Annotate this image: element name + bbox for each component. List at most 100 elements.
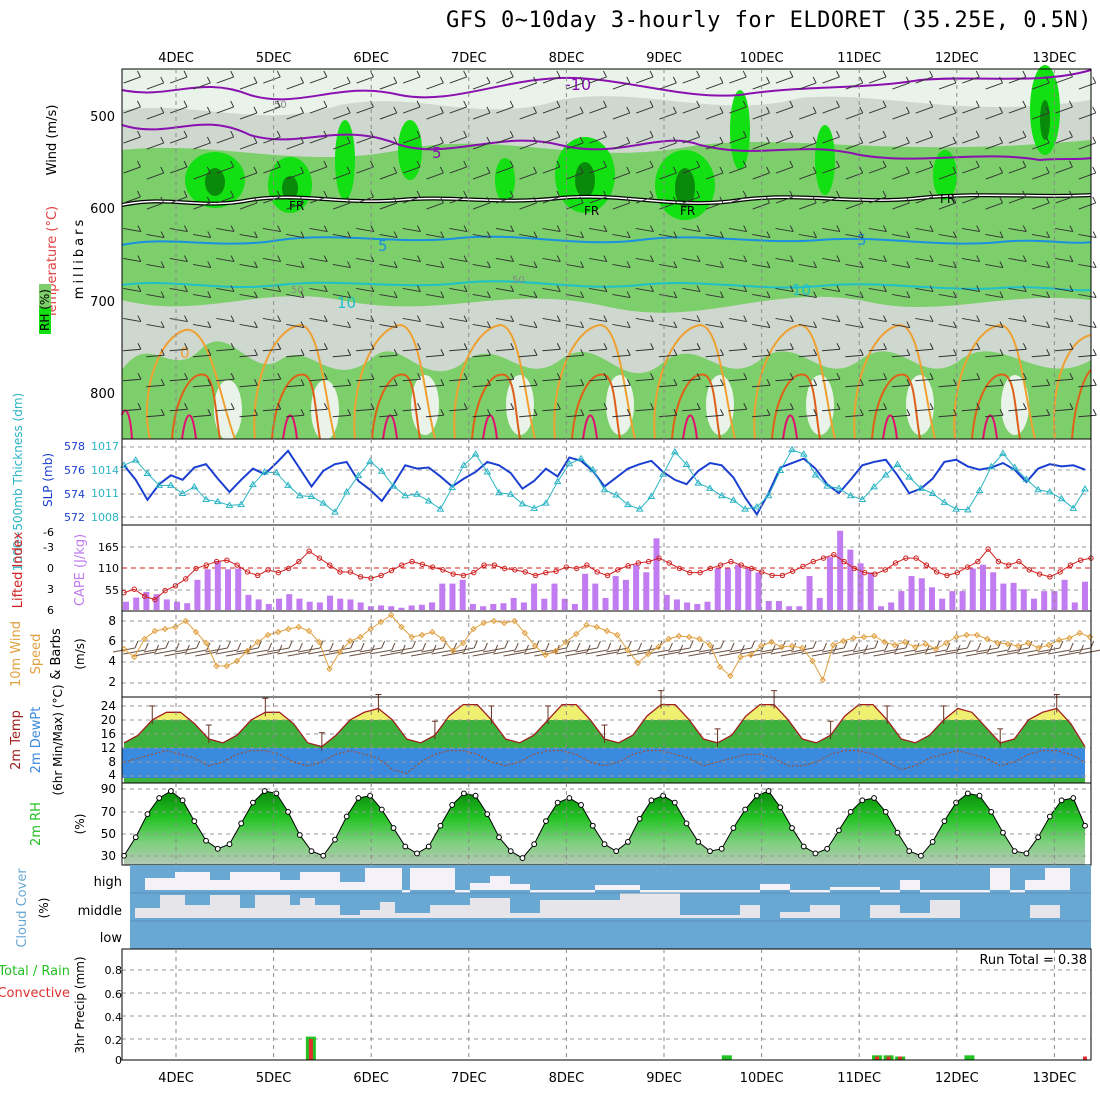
surface-barb-flag — [689, 640, 694, 649]
upper-barb-flag — [1069, 315, 1074, 322]
upper-barb — [449, 106, 467, 114]
surface-barb — [256, 651, 279, 657]
rh2m-marker — [1070, 795, 1077, 801]
upper-barb — [216, 317, 235, 323]
surface-barb-flag — [237, 642, 242, 651]
surface-barb-flag — [514, 642, 519, 651]
slp-marker — [518, 499, 527, 507]
rh-bright-patch — [730, 90, 750, 170]
upper-barb-flag — [556, 225, 561, 232]
upper-barb — [262, 378, 281, 382]
slp-marker — [471, 450, 480, 457]
slp-marker — [788, 445, 796, 453]
upper-barb — [309, 106, 328, 114]
rh2m-units-label: (%) — [73, 814, 87, 835]
upper-barb-flag — [626, 408, 631, 416]
upper-barb-flag — [999, 348, 1004, 356]
upper-barb-flag — [650, 255, 654, 262]
slp-marker — [1081, 485, 1089, 492]
upper-barb — [635, 257, 654, 263]
upper-barb — [356, 136, 374, 144]
slp-marker — [659, 470, 667, 477]
slp-line — [123, 449, 1086, 513]
date-label: 9DEC — [646, 51, 682, 66]
speed-axis-label: Speed — [29, 634, 44, 675]
surface-barb-flag — [925, 644, 930, 653]
upper-barb — [775, 106, 794, 114]
panel-bg — [122, 439, 1091, 525]
rh2m-marker — [144, 811, 151, 818]
upper-barb-flag — [719, 261, 724, 268]
upper-barb-flag — [859, 136, 864, 144]
rh2m-marker — [1035, 834, 1042, 841]
surface-barb-flag — [740, 644, 745, 653]
chart-title: GFS 0~10day 3-hourly for ELDORET (35.25E… — [445, 8, 1092, 33]
slp-marker — [354, 471, 363, 479]
upper-barb — [799, 82, 817, 90]
contour-label: FR — [940, 192, 955, 206]
upper-barb — [938, 82, 957, 90]
upper-barb — [1031, 293, 1050, 299]
upper-barb — [822, 76, 840, 84]
upper-barb — [822, 257, 840, 263]
upper-barb-flag — [673, 231, 678, 238]
slp-marker — [647, 492, 656, 499]
panel-gridlines — [122, 446, 1091, 518]
upper-barb — [216, 378, 235, 382]
upper-barb — [845, 172, 863, 180]
upper-barb — [542, 287, 561, 293]
upper-barb-flag — [1069, 342, 1074, 350]
cape-bar — [939, 598, 946, 610]
high-cloud-gap — [145, 868, 1070, 893]
upper-barb-flag — [1092, 166, 1097, 174]
upper-barb — [216, 227, 235, 233]
slp-marker — [1045, 488, 1054, 495]
rh2m-marker — [718, 845, 725, 852]
wind-marker — [809, 657, 816, 665]
li-marker — [717, 562, 724, 568]
upper-barb — [752, 233, 771, 239]
upper-barb-flag — [276, 160, 281, 168]
upper-barb-flag — [859, 196, 864, 204]
li-marker — [769, 572, 775, 579]
upper-barb — [449, 287, 468, 293]
upper-barb-flag — [626, 291, 631, 298]
upper-barb — [169, 257, 188, 263]
upper-barb-flag — [323, 285, 328, 292]
upper-barb — [146, 323, 165, 329]
upper-barb — [146, 142, 164, 150]
upper-barb-flag — [905, 166, 910, 174]
date-label: 13DEC — [1032, 1071, 1076, 1086]
upper-barb-flag — [440, 291, 445, 298]
upper-barb-flag — [789, 160, 794, 168]
upper-barb — [728, 348, 747, 352]
rh2m-marker — [238, 820, 245, 827]
upper-barb — [682, 317, 701, 323]
rh2m-marker — [800, 843, 807, 850]
upper-barb — [799, 112, 817, 120]
upper-barb-flag — [510, 342, 515, 350]
upper-barb — [449, 166, 467, 174]
upper-barb — [309, 166, 328, 174]
slp-marker — [295, 491, 304, 499]
upper-barb — [1032, 172, 1050, 180]
surface-barb-flag — [463, 644, 468, 653]
surface-barb-flag — [895, 644, 899, 653]
cape-tick: 165 — [98, 541, 119, 554]
slp-marker — [729, 496, 738, 503]
upper-barb — [239, 142, 258, 150]
wind-marker — [593, 623, 600, 631]
rh2m-marker — [847, 808, 854, 815]
upper-barb — [286, 263, 305, 269]
upper-barb-flag — [720, 408, 724, 416]
upper-barb — [705, 112, 724, 120]
upper-barb-flag — [789, 130, 794, 138]
wind-marker — [624, 646, 631, 654]
wind-marker — [1014, 642, 1022, 650]
li-marker — [872, 571, 878, 577]
rh-dark-patch — [575, 162, 595, 198]
wind-marker — [614, 631, 621, 639]
date-label: 5DEC — [256, 51, 292, 66]
isotherm-5 — [121, 235, 1092, 246]
cape-bar — [622, 579, 629, 610]
